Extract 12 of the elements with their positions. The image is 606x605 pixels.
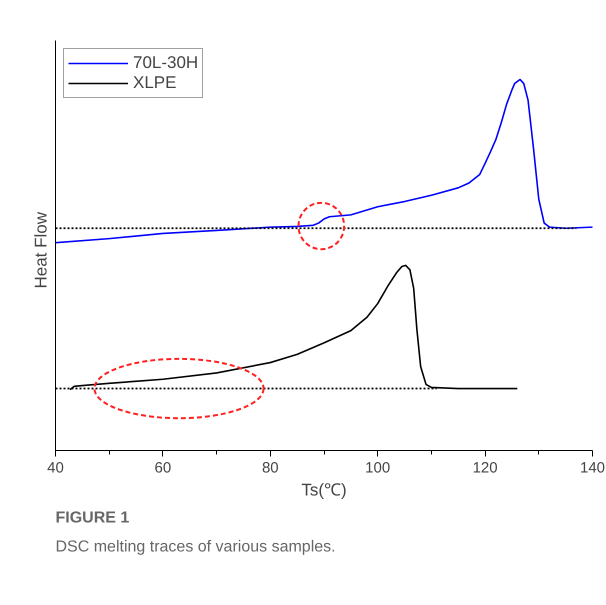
x-tick-label: 100 — [365, 460, 390, 476]
legend-label: XLPE — [133, 73, 176, 93]
caption: FIGURE 1 — [56, 510, 130, 526]
legend-label: 70L-30H — [133, 53, 198, 73]
x-tick-label: 80 — [262, 460, 279, 476]
x-tick-label: 60 — [154, 460, 172, 476]
x-tick-label: 120 — [472, 460, 498, 476]
x-tick-label: 140 — [580, 460, 606, 476]
y-axis-title: Heat Flow — [32, 211, 50, 288]
x-tick-label: 40 — [47, 460, 64, 476]
x-axis-title: Ts(℃) — [301, 480, 347, 500]
text: DSC melting traces of various samples. — [56, 538, 336, 556]
